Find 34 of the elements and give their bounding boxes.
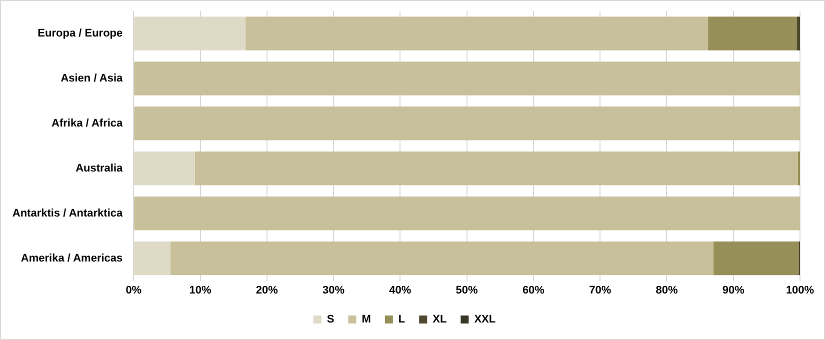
legend-label: M xyxy=(362,314,371,326)
y-tick-label: Asien / Asia xyxy=(60,72,124,84)
bar xyxy=(134,62,800,96)
bar xyxy=(246,16,708,50)
legend-label: L xyxy=(398,314,406,326)
y-tick-label: Australia xyxy=(76,162,124,174)
bar xyxy=(134,241,170,276)
bar xyxy=(708,16,797,50)
bar xyxy=(134,16,246,50)
legend-label: XXL xyxy=(474,314,496,326)
legend-label: XL xyxy=(432,314,447,326)
x-tick-label: 40% xyxy=(389,284,412,296)
x-tick-label: 30% xyxy=(322,284,345,296)
bar xyxy=(194,152,798,186)
x-tick-label: 70% xyxy=(589,284,612,296)
legend-label: S xyxy=(326,314,334,326)
x-tick-label: 20% xyxy=(256,284,278,296)
y-tick-label: Europa / Europe xyxy=(38,28,123,40)
y-tick-label: Amerika / Americas xyxy=(20,252,123,264)
x-tick-label: 100% xyxy=(786,284,814,296)
bar xyxy=(796,16,800,50)
bar xyxy=(713,241,799,276)
x-tick-label: 0% xyxy=(126,284,142,296)
bar xyxy=(170,241,714,276)
x-tick-label: 60% xyxy=(522,284,545,296)
bar xyxy=(134,152,195,186)
x-tick-label: 10% xyxy=(189,284,212,296)
x-tick-label: 80% xyxy=(656,284,678,296)
y-tick-label: Antarktis / Antarktica xyxy=(12,207,124,220)
bar xyxy=(134,196,800,230)
x-tick-label: 50% xyxy=(456,284,478,296)
bar xyxy=(134,106,800,140)
x-tick-label: 90% xyxy=(722,284,745,296)
y-tick-label: Afrika / Africa xyxy=(52,117,124,130)
